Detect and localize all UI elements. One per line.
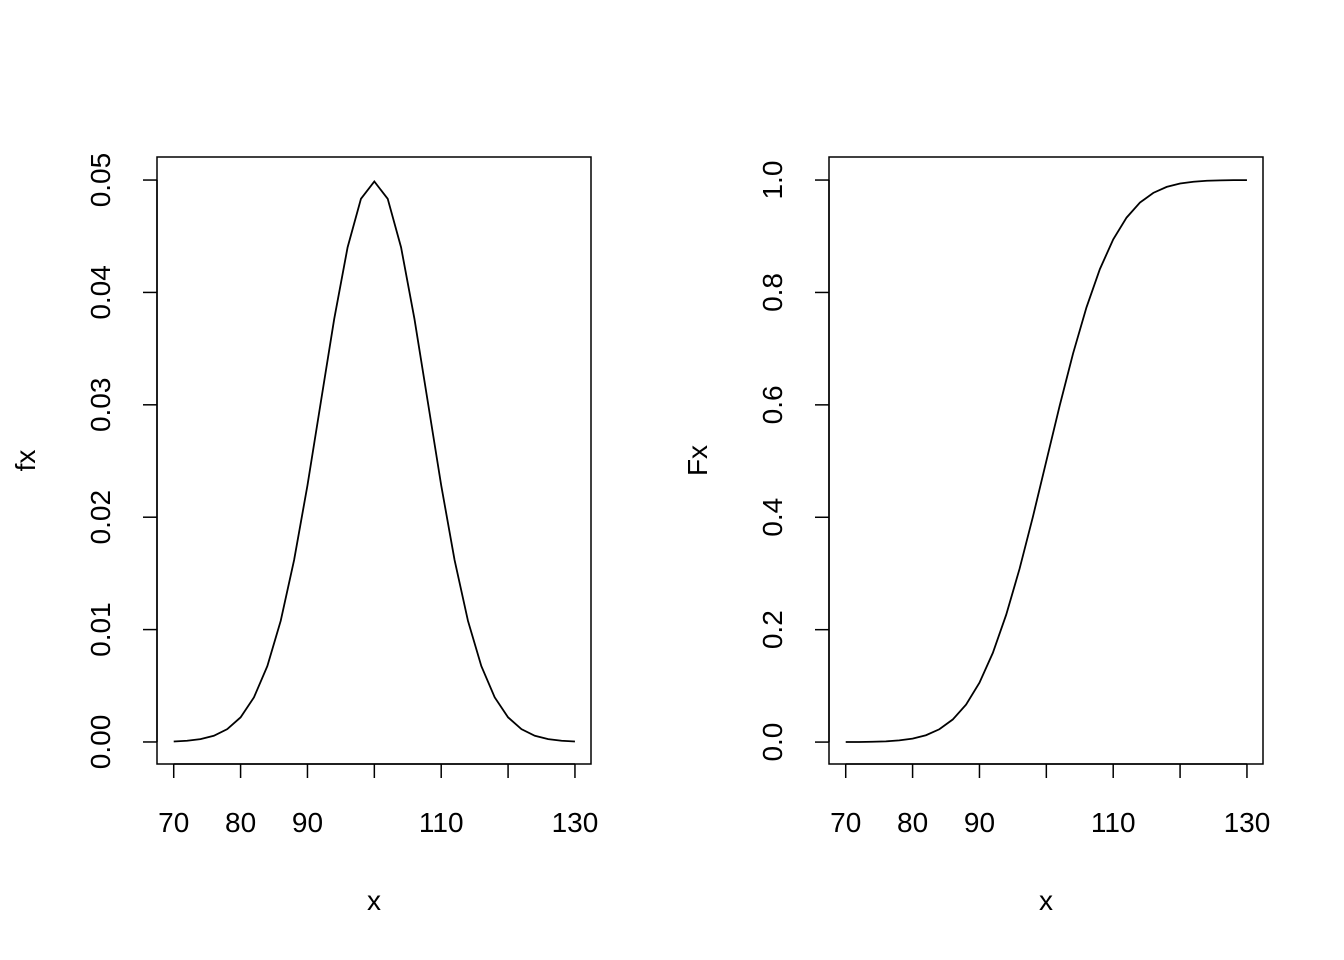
x-tick-label: 80 [225,807,256,838]
y-tick-label: 0.4 [757,498,788,537]
curve [173,180,576,743]
y-tick-label: 0.04 [85,265,116,320]
y-tick-label: 0.00 [85,715,116,770]
x-tick-label: 90 [292,807,323,838]
y-tick-label: 1.0 [757,161,788,200]
x-axis-title: x [367,885,381,916]
x-tick-label: 130 [552,807,599,838]
y-tick-label: 0.2 [757,610,788,649]
x-axis-title: x [1039,885,1053,916]
plot-frame [156,156,592,765]
x-tick-label: 90 [964,807,995,838]
curve [845,179,1247,743]
y-tick-label: 0.0 [757,723,788,762]
x-tick-label: 70 [830,807,861,838]
x-tick-label: 70 [158,807,189,838]
x-tick-label: 80 [897,807,928,838]
y-tick-label: 0.03 [85,378,116,433]
x-tick-label: 130 [1224,807,1271,838]
x-tick-label: 110 [1091,807,1136,838]
y-tick-label: 0.01 [85,602,116,657]
y-axis-title: Fx [682,445,713,476]
x-tick-label: 110 [419,807,464,838]
y-tick-label: 0.8 [757,273,788,312]
y-tick-label: 0.6 [757,385,788,424]
y-tick-label: 0.02 [85,490,116,545]
y-tick-label: 0.05 [85,153,116,208]
y-axis-title: fx [10,450,41,472]
